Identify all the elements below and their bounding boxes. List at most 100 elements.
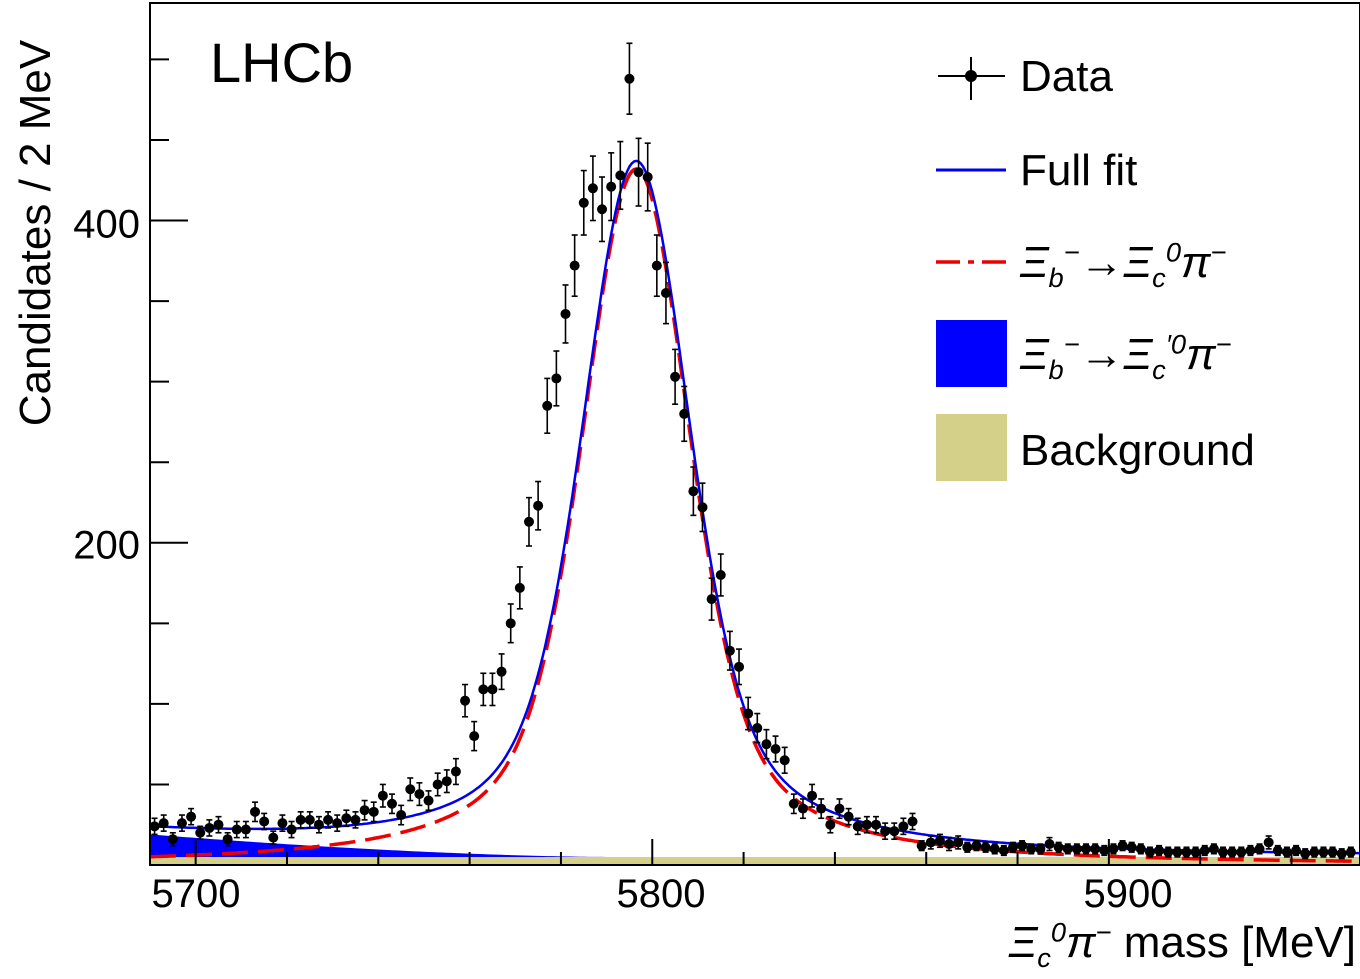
data-point bbox=[907, 812, 918, 831]
data-point bbox=[797, 798, 808, 820]
data-point bbox=[405, 777, 416, 802]
data-point-marker bbox=[460, 695, 471, 706]
data-point-marker bbox=[880, 826, 891, 837]
data-point bbox=[642, 142, 653, 212]
x-axis-label-particle: Ξc0π− bbox=[1008, 916, 1112, 973]
data-point bbox=[551, 350, 562, 407]
data-point bbox=[204, 819, 215, 837]
data-point-marker bbox=[523, 516, 534, 527]
data-point-marker bbox=[1318, 847, 1329, 858]
data-point-marker bbox=[514, 582, 525, 593]
x-tick-label-5900: 5900 bbox=[1083, 872, 1173, 916]
y-tick-label-200: 200 bbox=[73, 523, 140, 568]
data-point bbox=[715, 553, 726, 597]
data-layer bbox=[149, 42, 1356, 860]
data-point-marker bbox=[396, 810, 407, 821]
y-axis-label: Candidates / 2 MeV bbox=[11, 39, 60, 427]
data-point bbox=[478, 672, 489, 707]
data-point-marker bbox=[450, 766, 461, 777]
data-point bbox=[387, 793, 397, 815]
data-point bbox=[679, 385, 690, 443]
data-point bbox=[1081, 843, 1092, 855]
data-point-marker bbox=[907, 816, 918, 827]
data-point bbox=[423, 790, 434, 812]
data-point-marker bbox=[606, 181, 617, 192]
data-point bbox=[542, 377, 553, 434]
data-point-marker bbox=[1090, 843, 1101, 854]
data-point bbox=[359, 799, 370, 821]
data-point-marker bbox=[916, 840, 927, 851]
data-point-marker bbox=[478, 684, 489, 695]
data-point-marker bbox=[323, 814, 334, 825]
data-point-marker bbox=[1190, 847, 1201, 858]
data-point-marker bbox=[1007, 842, 1018, 853]
data-point-marker bbox=[1208, 843, 1219, 854]
data-point bbox=[505, 603, 516, 644]
data-point bbox=[1218, 846, 1229, 858]
data-point-marker bbox=[807, 790, 818, 801]
data-point-marker bbox=[1199, 845, 1210, 856]
data-point bbox=[1281, 846, 1292, 858]
data-point bbox=[195, 825, 206, 841]
data-point-marker bbox=[332, 818, 343, 829]
data-point-marker bbox=[423, 795, 434, 806]
data-point bbox=[1007, 841, 1018, 853]
data-point-marker bbox=[341, 813, 352, 824]
data-point-marker bbox=[615, 170, 626, 181]
data-point-marker bbox=[487, 684, 498, 695]
data-point-marker bbox=[222, 834, 233, 845]
data-point bbox=[304, 811, 315, 829]
data-point-marker bbox=[925, 837, 936, 848]
data-point bbox=[487, 672, 498, 707]
data-point-marker bbox=[1053, 842, 1064, 853]
legend bbox=[936, 57, 1007, 481]
data-point-marker bbox=[788, 798, 799, 809]
data-point-marker bbox=[1071, 843, 1082, 854]
data-point-marker bbox=[1126, 842, 1137, 853]
data-point-marker bbox=[204, 822, 215, 833]
data-point-marker bbox=[304, 814, 315, 825]
data-point-marker bbox=[1245, 845, 1256, 856]
data-point bbox=[788, 793, 799, 815]
data-point bbox=[670, 348, 681, 405]
x-axis-label: Ξc0π− mass [MeV] bbox=[1008, 916, 1356, 973]
data-point bbox=[432, 772, 443, 797]
data-point bbox=[149, 817, 160, 836]
data-point-marker bbox=[441, 776, 452, 787]
data-point bbox=[1318, 846, 1329, 858]
data-point bbox=[1181, 846, 1192, 858]
data-point bbox=[734, 648, 745, 686]
data-point-marker bbox=[1035, 843, 1046, 854]
data-point-marker bbox=[432, 779, 443, 790]
data-point bbox=[167, 831, 178, 847]
data-point bbox=[1227, 846, 1238, 858]
data-point bbox=[1026, 843, 1037, 855]
data-point-marker bbox=[1263, 837, 1274, 848]
data-point-marker bbox=[1327, 847, 1338, 858]
data-point bbox=[1345, 846, 1356, 858]
data-point-marker bbox=[250, 806, 261, 817]
data-point-marker bbox=[551, 373, 562, 384]
data-point-marker bbox=[542, 400, 553, 411]
data-point bbox=[313, 815, 324, 834]
data-point-marker bbox=[350, 814, 361, 825]
data-point bbox=[843, 807, 854, 826]
data-point-marker bbox=[259, 816, 270, 827]
background-fill bbox=[150, 856, 1360, 865]
data-point-marker bbox=[1218, 847, 1229, 858]
data-point-marker bbox=[679, 408, 690, 419]
data-point bbox=[450, 757, 461, 786]
data-point bbox=[1291, 844, 1302, 857]
fill-layer bbox=[150, 834, 1360, 865]
data-point-marker bbox=[213, 819, 224, 830]
data-point-marker bbox=[533, 500, 544, 511]
data-point bbox=[834, 798, 845, 820]
data-point bbox=[651, 234, 662, 298]
plot-frame bbox=[149, 2, 1360, 866]
x-axis-label-text: mass [MeV] bbox=[1123, 918, 1356, 967]
data-point bbox=[1035, 843, 1046, 855]
data-point bbox=[971, 840, 982, 852]
data-point bbox=[377, 783, 388, 808]
data-point-marker bbox=[414, 789, 425, 800]
data-point bbox=[1144, 846, 1155, 858]
